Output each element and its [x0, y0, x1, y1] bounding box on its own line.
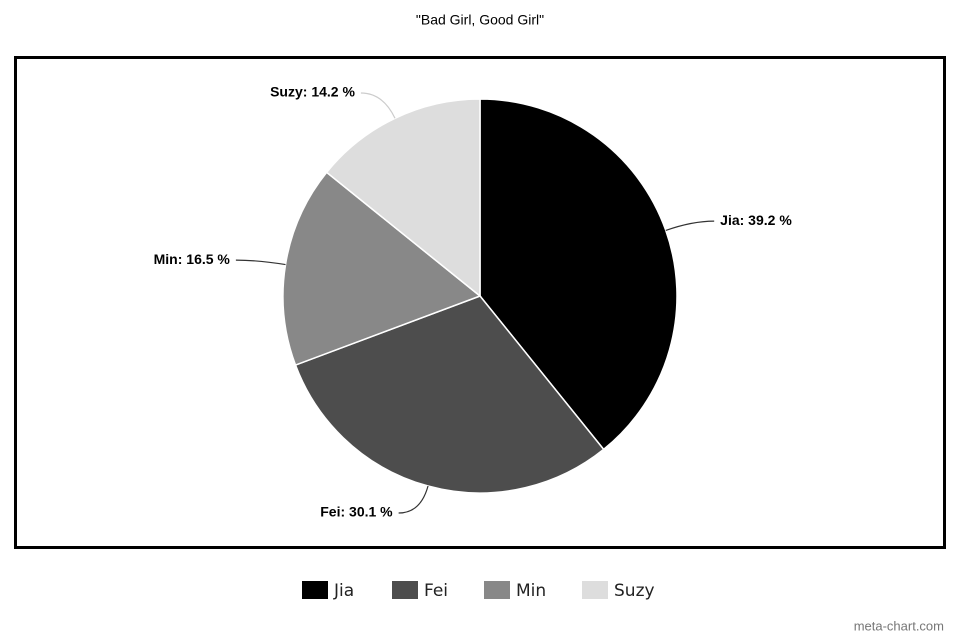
- legend-label: Jia: [333, 581, 354, 601]
- legend-swatch: [392, 581, 418, 599]
- leader-line: [665, 220, 715, 232]
- data-label: Min: 16.5 %: [154, 251, 231, 267]
- leader-line: [398, 485, 429, 514]
- data-label: Suzy: 14.2 %: [270, 84, 355, 100]
- plot-frame: [14, 56, 946, 549]
- leader-line: [360, 92, 396, 119]
- data-label: Fei: 30.1 %: [320, 504, 393, 520]
- pie-slice: [325, 98, 481, 298]
- data-label: Jia: 39.2 %: [720, 212, 792, 228]
- leader-line: [235, 259, 286, 266]
- credit: meta-chart.com: [854, 618, 944, 633]
- pie-slice: [282, 171, 482, 367]
- pie-slice: [479, 98, 678, 451]
- chart-title: "Bad Girl, Good Girl": [416, 12, 544, 28]
- legend-swatch: [484, 581, 510, 599]
- legend-label: Fei: [424, 581, 448, 601]
- legend-swatch: [582, 581, 608, 599]
- pie-slice: [294, 295, 605, 494]
- legend-label: Suzy: [614, 581, 655, 601]
- legend-label: Min: [516, 581, 546, 601]
- legend-swatch: [302, 581, 328, 599]
